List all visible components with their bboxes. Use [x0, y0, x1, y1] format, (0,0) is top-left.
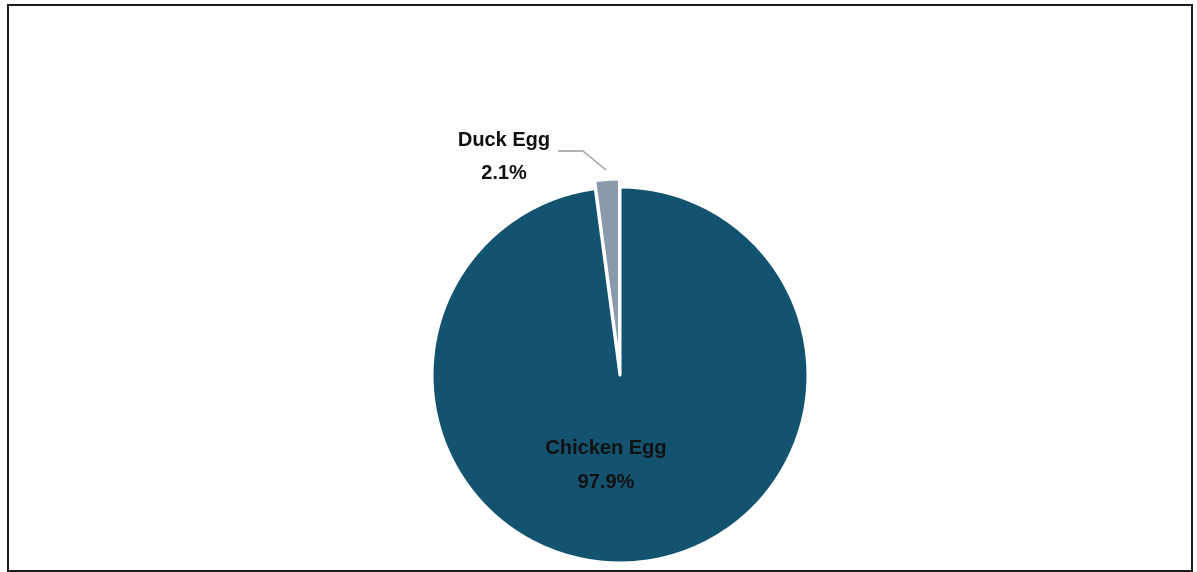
chicken-egg-percent-label: 97.9% [578, 471, 635, 493]
duck-egg-percent-label: 2.1% [481, 162, 527, 184]
chicken-egg-label: Chicken Egg [545, 437, 666, 459]
pie-slice-chicken-egg [430, 185, 810, 565]
duck-egg-leader-line-segment [558, 150, 607, 171]
slices-layer [430, 177, 810, 565]
duck-egg-label: Duck Egg [458, 129, 550, 151]
